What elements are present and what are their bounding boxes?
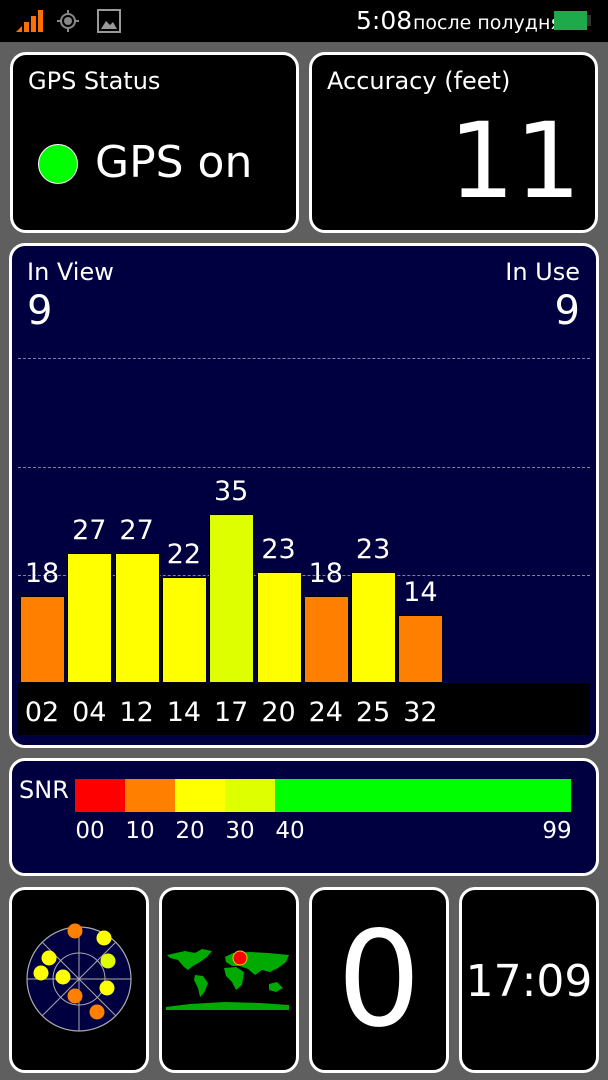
satellite-dot (41, 950, 57, 966)
gps-status-value: GPS on (95, 137, 253, 188)
accuracy-title: Accuracy (feet) (327, 67, 511, 95)
snr-color-segment (175, 779, 225, 812)
gps-status-panel: GPS Status GPS on (10, 52, 299, 233)
gps-indicator-icon (38, 144, 78, 184)
bar-value-label: 18 (308, 558, 343, 590)
world-map-tile[interactable] (159, 887, 299, 1073)
bar-value-label: 14 (403, 577, 438, 609)
snr-max-label: 99 (542, 818, 572, 844)
snr-color-segment (125, 779, 175, 812)
accuracy-value: 11 (448, 100, 581, 222)
snr-color-segment (275, 779, 571, 812)
prn-label: 20 (261, 697, 296, 728)
prn-label: 02 (24, 697, 60, 728)
snr-scale-label: 20 (175, 818, 205, 844)
clock-tile[interactable]: 17:09 (459, 887, 599, 1073)
prn-label-band (18, 683, 590, 735)
bar-value-label: 18 (24, 558, 60, 590)
prn-label: 12 (119, 697, 154, 728)
bar-value-label: 35 (214, 475, 249, 507)
fix-count-value: 0 (337, 903, 421, 1057)
snr-scale-label: 00 (75, 818, 105, 844)
snr-label: SNR (19, 776, 69, 804)
clock-suffix: после полудня (413, 12, 562, 34)
in-view-label: In View (27, 258, 114, 286)
grid-line (18, 358, 590, 359)
snr-color-segment (225, 779, 275, 812)
clock-value: 17:09 (465, 956, 593, 1007)
fix-count-tile[interactable]: 0 (309, 887, 449, 1073)
status-bar: 5:08 после полудня (0, 0, 608, 42)
gps-icon (57, 10, 79, 32)
satellite-dot (99, 980, 115, 996)
prn-label: 14 (166, 697, 202, 728)
snr-bar (256, 571, 302, 683)
grid-line (18, 467, 590, 468)
satellite-dot (33, 965, 49, 981)
snr-legend-panel (9, 758, 599, 876)
gps-status-title: GPS Status (28, 67, 161, 95)
snr-scale-label: 40 (275, 818, 305, 844)
in-use-value: 9 (554, 288, 580, 334)
sky-plot (26, 923, 132, 1032)
prn-label: 17 (214, 697, 249, 728)
satellite-dot (100, 953, 116, 969)
clock-time: 5:08 (356, 6, 413, 35)
satellite-dot (55, 969, 71, 985)
bar-value-label: 23 (261, 533, 296, 565)
bar-value-label: 27 (72, 514, 107, 546)
battery-icon (554, 11, 591, 30)
prn-label: 24 (308, 697, 343, 728)
signal-icon (16, 10, 43, 32)
world-map (166, 949, 289, 1010)
snr-bar (20, 596, 65, 683)
snr-bar (398, 615, 444, 683)
location-marker-icon (232, 950, 248, 966)
snr-bar (161, 576, 207, 683)
in-use-label: In Use (505, 258, 580, 286)
snr-bar (303, 596, 349, 683)
prn-label: 04 (72, 697, 107, 728)
snr-color-segment (75, 779, 125, 812)
bar-value-label: 27 (119, 514, 154, 546)
image-icon (97, 9, 121, 33)
satellite-dot (96, 930, 112, 946)
snr-bar (114, 552, 160, 683)
satellite-dot (67, 923, 83, 939)
snr-scale-label: 10 (125, 818, 155, 844)
accuracy-panel: Accuracy (feet) 11 (309, 52, 598, 233)
snr-scale-label: 30 (225, 818, 255, 844)
bar-value-label: 22 (166, 538, 202, 570)
bar-value-label: 23 (355, 533, 391, 565)
grid-line (18, 575, 590, 576)
in-view-value: 9 (27, 288, 53, 334)
snr-bar (351, 571, 397, 683)
prn-label: 25 (355, 697, 391, 728)
satellite-dot (67, 988, 83, 1004)
prn-label: 32 (403, 697, 438, 728)
snr-bar (67, 552, 113, 683)
snr-bar (209, 513, 255, 683)
sky-view-tile[interactable] (9, 887, 149, 1073)
satellite-dot (89, 1004, 105, 1020)
